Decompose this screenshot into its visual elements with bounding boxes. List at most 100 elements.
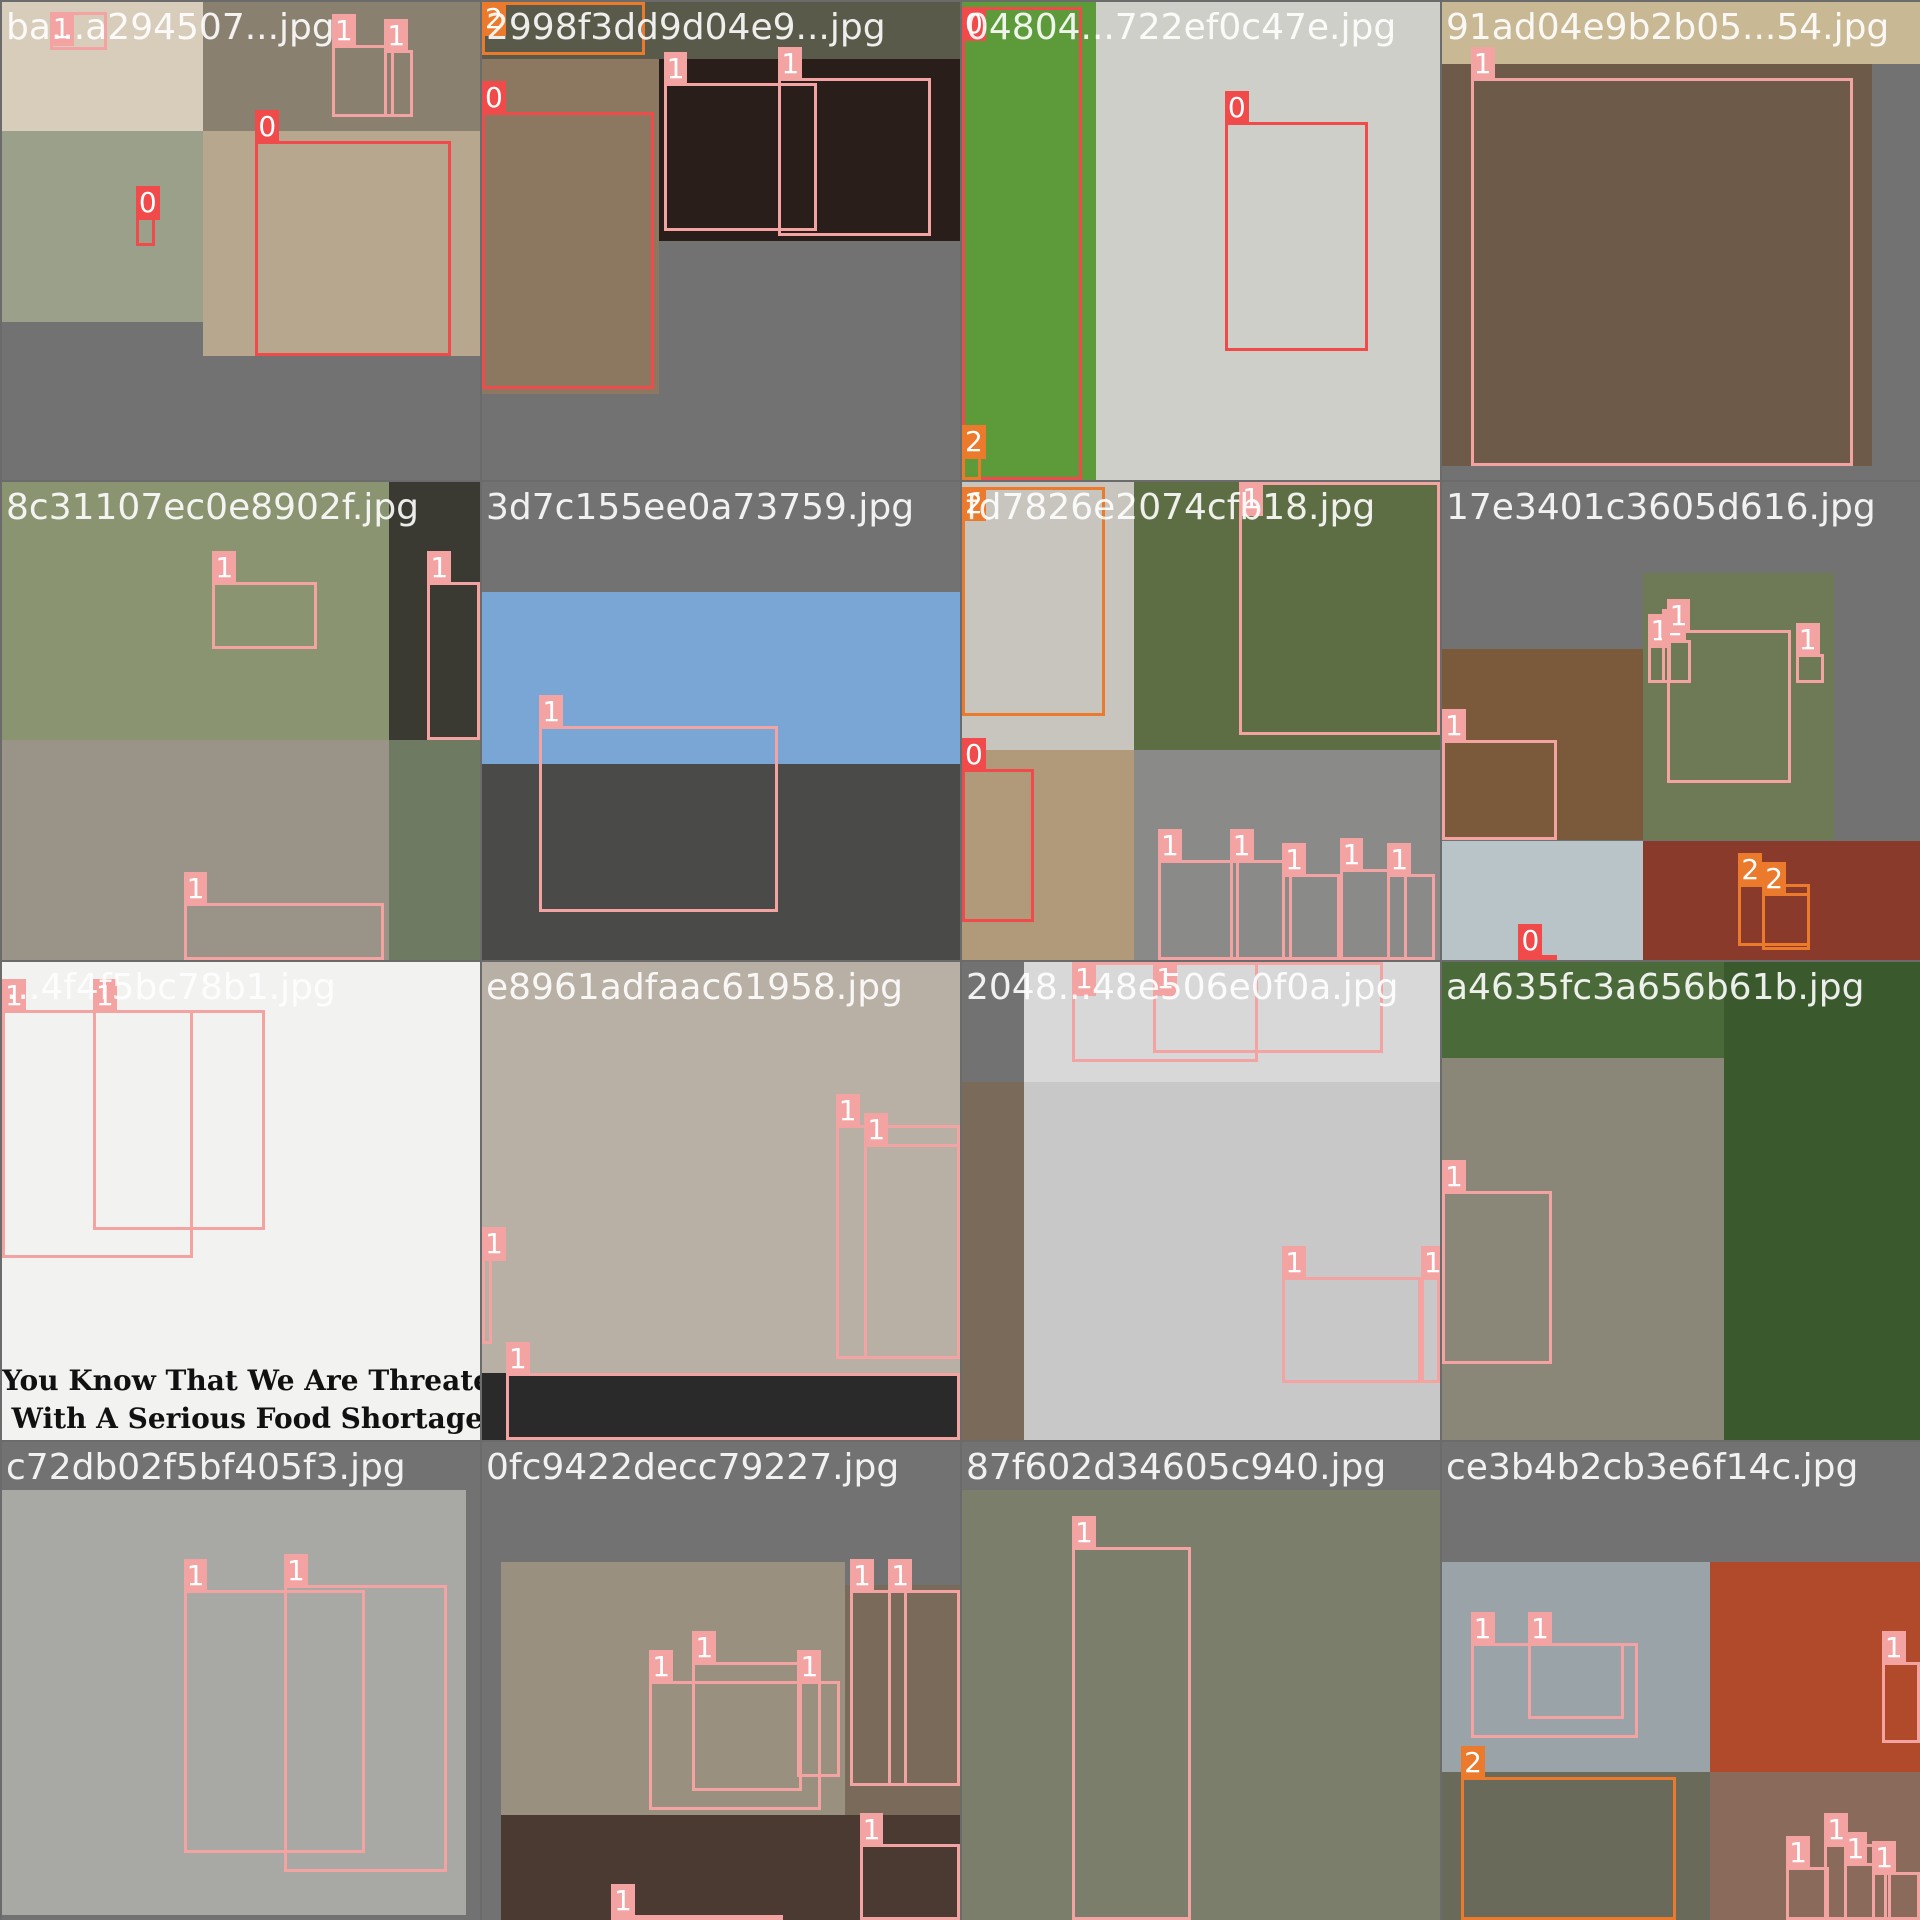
bounding-box: 1 bbox=[92, 978, 265, 1230]
photo-region bbox=[1724, 962, 1920, 1440]
photo-region bbox=[1442, 649, 1643, 841]
class-label: 1 bbox=[888, 1559, 913, 1594]
bounding-box: 1 bbox=[1843, 1831, 1892, 1920]
photo-region bbox=[389, 482, 480, 741]
photo-region bbox=[1442, 1057, 1725, 1440]
tile-filename: ce3b4b2cb3e6f14c.jpg bbox=[1446, 1447, 1859, 1488]
bounding-box: 1 bbox=[1420, 1246, 1440, 1383]
class-label: 1 bbox=[1387, 842, 1412, 877]
class-label: 1 bbox=[692, 1630, 717, 1665]
photo-region bbox=[1709, 1561, 1920, 1772]
mosaic-tile: 2 1 0 1 1 1 1 1 fd7826e2074cfb18.jpg bbox=[962, 482, 1440, 960]
photo-region bbox=[962, 482, 1135, 750]
tile-filename: c72db02f5bf405f3.jpg bbox=[6, 1447, 406, 1488]
class-label: 1 bbox=[505, 1342, 530, 1377]
photo-region bbox=[482, 1373, 960, 1440]
photo-region bbox=[482, 764, 960, 960]
class-label: 1 bbox=[1420, 1246, 1440, 1281]
class-label: 1 bbox=[1153, 962, 1178, 996]
mosaic-tile: 1 1 1 2 1 1 1 1 ce3b4b2cb3e6f14c.jpg bbox=[1442, 1442, 1920, 1920]
mosaic-tile: 1 87f602d34605c940.jpg bbox=[962, 1442, 1440, 1920]
class-label: 0 bbox=[1518, 924, 1543, 959]
bounding-box: 1 bbox=[864, 1112, 960, 1359]
photo-region bbox=[1442, 2, 1920, 65]
bounding-box: 1 bbox=[505, 1342, 960, 1440]
class-label: 1 bbox=[284, 1554, 308, 1589]
bounding-box: 2 bbox=[962, 486, 1106, 717]
bounding-box: 1 bbox=[797, 1650, 841, 1777]
bounding-box: 1 bbox=[1229, 828, 1292, 960]
bounding-box: 1 bbox=[888, 1559, 960, 1787]
class-label: 1 bbox=[778, 47, 803, 82]
class-label: 1 bbox=[1239, 482, 1264, 516]
bounding-box: 1 bbox=[1282, 1246, 1421, 1383]
class-label: 1 bbox=[1872, 1841, 1897, 1876]
bounding-box: 1 bbox=[1157, 828, 1240, 960]
class-label: 1 bbox=[1666, 599, 1691, 634]
bounding-box: 0 bbox=[482, 80, 655, 390]
class-label: 1 bbox=[859, 1812, 884, 1847]
class-label: 1 bbox=[539, 694, 564, 729]
photo-region bbox=[2, 1489, 466, 1916]
bounding-box: 0 bbox=[1224, 90, 1369, 351]
photo-region bbox=[1442, 1771, 1710, 1920]
photo-region bbox=[2, 131, 203, 323]
tile-filename: 0fc9422decc79227.jpg bbox=[486, 1447, 900, 1488]
class-label: 1 bbox=[1442, 709, 1466, 744]
photo-region bbox=[1442, 962, 1725, 1058]
bounding-box: 1 bbox=[539, 694, 779, 913]
class-label: 2 bbox=[482, 2, 506, 36]
class-label: 1 bbox=[1470, 1611, 1495, 1646]
bounding-box: 1 bbox=[663, 52, 817, 232]
bounding-box: 0 bbox=[1518, 924, 1557, 960]
bounding-box: 1 bbox=[1282, 842, 1340, 960]
class-label: 2 bbox=[1738, 852, 1763, 887]
mosaic-tile: 1 a4635fc3a656b61b.jpg bbox=[1442, 962, 1920, 1440]
class-label: 1 bbox=[850, 1559, 874, 1594]
photo-region bbox=[1024, 1081, 1440, 1440]
photo-region bbox=[482, 59, 659, 394]
scene-caption: You Know That We Are Threaten bbox=[2, 1363, 480, 1397]
photo-region bbox=[1095, 2, 1440, 480]
class-label: 1 bbox=[1339, 838, 1364, 873]
mosaic-tile: 1 1 1 1 1 1 1 0fc9422decc79227.jpg bbox=[482, 1442, 960, 1920]
bounding-box: 1 bbox=[1153, 962, 1383, 1053]
mosaic-tile: 1 91ad04e9b2b05...54.jpg bbox=[1442, 2, 1920, 480]
class-label: 2 bbox=[1762, 862, 1787, 897]
bounding-box: 1 bbox=[778, 47, 932, 237]
bounding-box: 1 bbox=[49, 11, 108, 50]
class-label: 1 bbox=[482, 1227, 506, 1262]
bounding-box: 2 bbox=[1461, 1745, 1677, 1920]
class-label: 0 bbox=[135, 186, 160, 221]
mosaic-tile: 0 1 1 2 2998f3dd9d04e9...jpg bbox=[482, 2, 960, 480]
bounding-box: 1 bbox=[284, 1554, 447, 1873]
photo-region bbox=[962, 1489, 1440, 1920]
class-label: 0 bbox=[962, 737, 986, 772]
photo-region bbox=[1134, 482, 1440, 750]
photo-region bbox=[1442, 64, 1873, 466]
bounding-box: 1 bbox=[384, 18, 414, 117]
mosaic-tile: 1111122017e3401c3605d616.jpg bbox=[1442, 482, 1920, 960]
tile-filename: 17e3401c3605d616.jpg bbox=[1446, 487, 1876, 528]
photo-region bbox=[962, 2, 1096, 480]
photo-region bbox=[1642, 840, 1920, 960]
class-label: 1 bbox=[611, 1884, 635, 1919]
photo-region bbox=[2, 482, 390, 741]
photo-region bbox=[482, 591, 960, 765]
mosaic-tile: 1 1 c72db02f5bf405f3.jpg bbox=[2, 1442, 480, 1920]
class-label: 1 bbox=[212, 551, 237, 586]
bounding-box: 1 bbox=[1339, 838, 1407, 960]
bounding-box: 0 bbox=[962, 737, 1034, 922]
tile-filename: 87f602d34605c940.jpg bbox=[966, 1447, 1387, 1488]
class-label: 1 bbox=[1282, 842, 1307, 877]
class-label: 2 bbox=[962, 425, 986, 460]
mosaic-tile: 0 1 1 1 0 ba...a294507...jpg bbox=[2, 2, 480, 480]
bounding-box: 1 bbox=[183, 871, 385, 960]
bounding-box: 1 bbox=[482, 1227, 506, 1345]
class-label: 1 bbox=[183, 1559, 208, 1594]
bounding-box: 1 bbox=[331, 14, 394, 117]
photo-region bbox=[845, 1585, 960, 1815]
class-label: 0 bbox=[482, 80, 506, 115]
bounding-box: 0 bbox=[135, 186, 160, 246]
class-label: 2 bbox=[962, 486, 986, 521]
